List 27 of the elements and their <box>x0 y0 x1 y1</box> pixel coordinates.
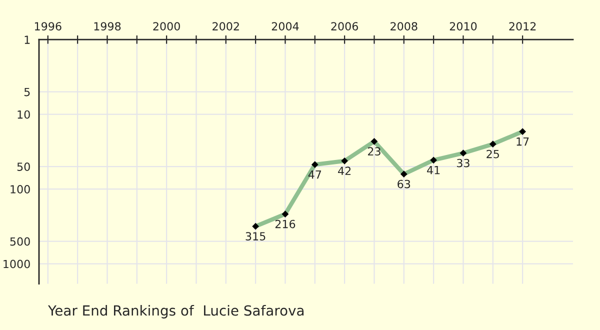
y-tick-label: 1000 <box>4 260 30 268</box>
x-tick-label: 1996 <box>34 22 62 31</box>
data-label: 25 <box>486 150 499 158</box>
x-tick-label: 2010 <box>450 22 477 31</box>
x-tick-label: 2006 <box>331 22 358 31</box>
y-tick-label: 500 <box>10 237 30 246</box>
x-tick-label: 2000 <box>153 22 180 31</box>
data-label: 216 <box>275 220 296 228</box>
x-tick-label: 2004 <box>272 22 299 31</box>
y-tick-label: 10 <box>18 110 30 119</box>
y-tick-label: 1 <box>24 36 30 44</box>
x-tick-label: 2012 <box>509 22 536 31</box>
data-label: 23 <box>368 147 380 156</box>
x-tick-label: 2002 <box>212 22 239 31</box>
x-tick-label: 1998 <box>94 22 121 31</box>
x-tick-label: 2008 <box>390 22 418 31</box>
data-label: 33 <box>457 158 470 168</box>
data-label: 315 <box>246 232 266 240</box>
y-tick-label: 100 <box>10 185 30 194</box>
data-label: 41 <box>427 166 440 174</box>
y-tick-label: 5 <box>24 88 30 96</box>
y-tick-label: 50 <box>17 162 30 171</box>
data-label: 63 <box>398 180 410 188</box>
data-label: 42 <box>338 166 351 175</box>
data-label: 47 <box>308 170 322 179</box>
data-label: 17 <box>516 137 529 146</box>
text: Year End Rankings of Lucie Safarova <box>48 305 304 318</box>
